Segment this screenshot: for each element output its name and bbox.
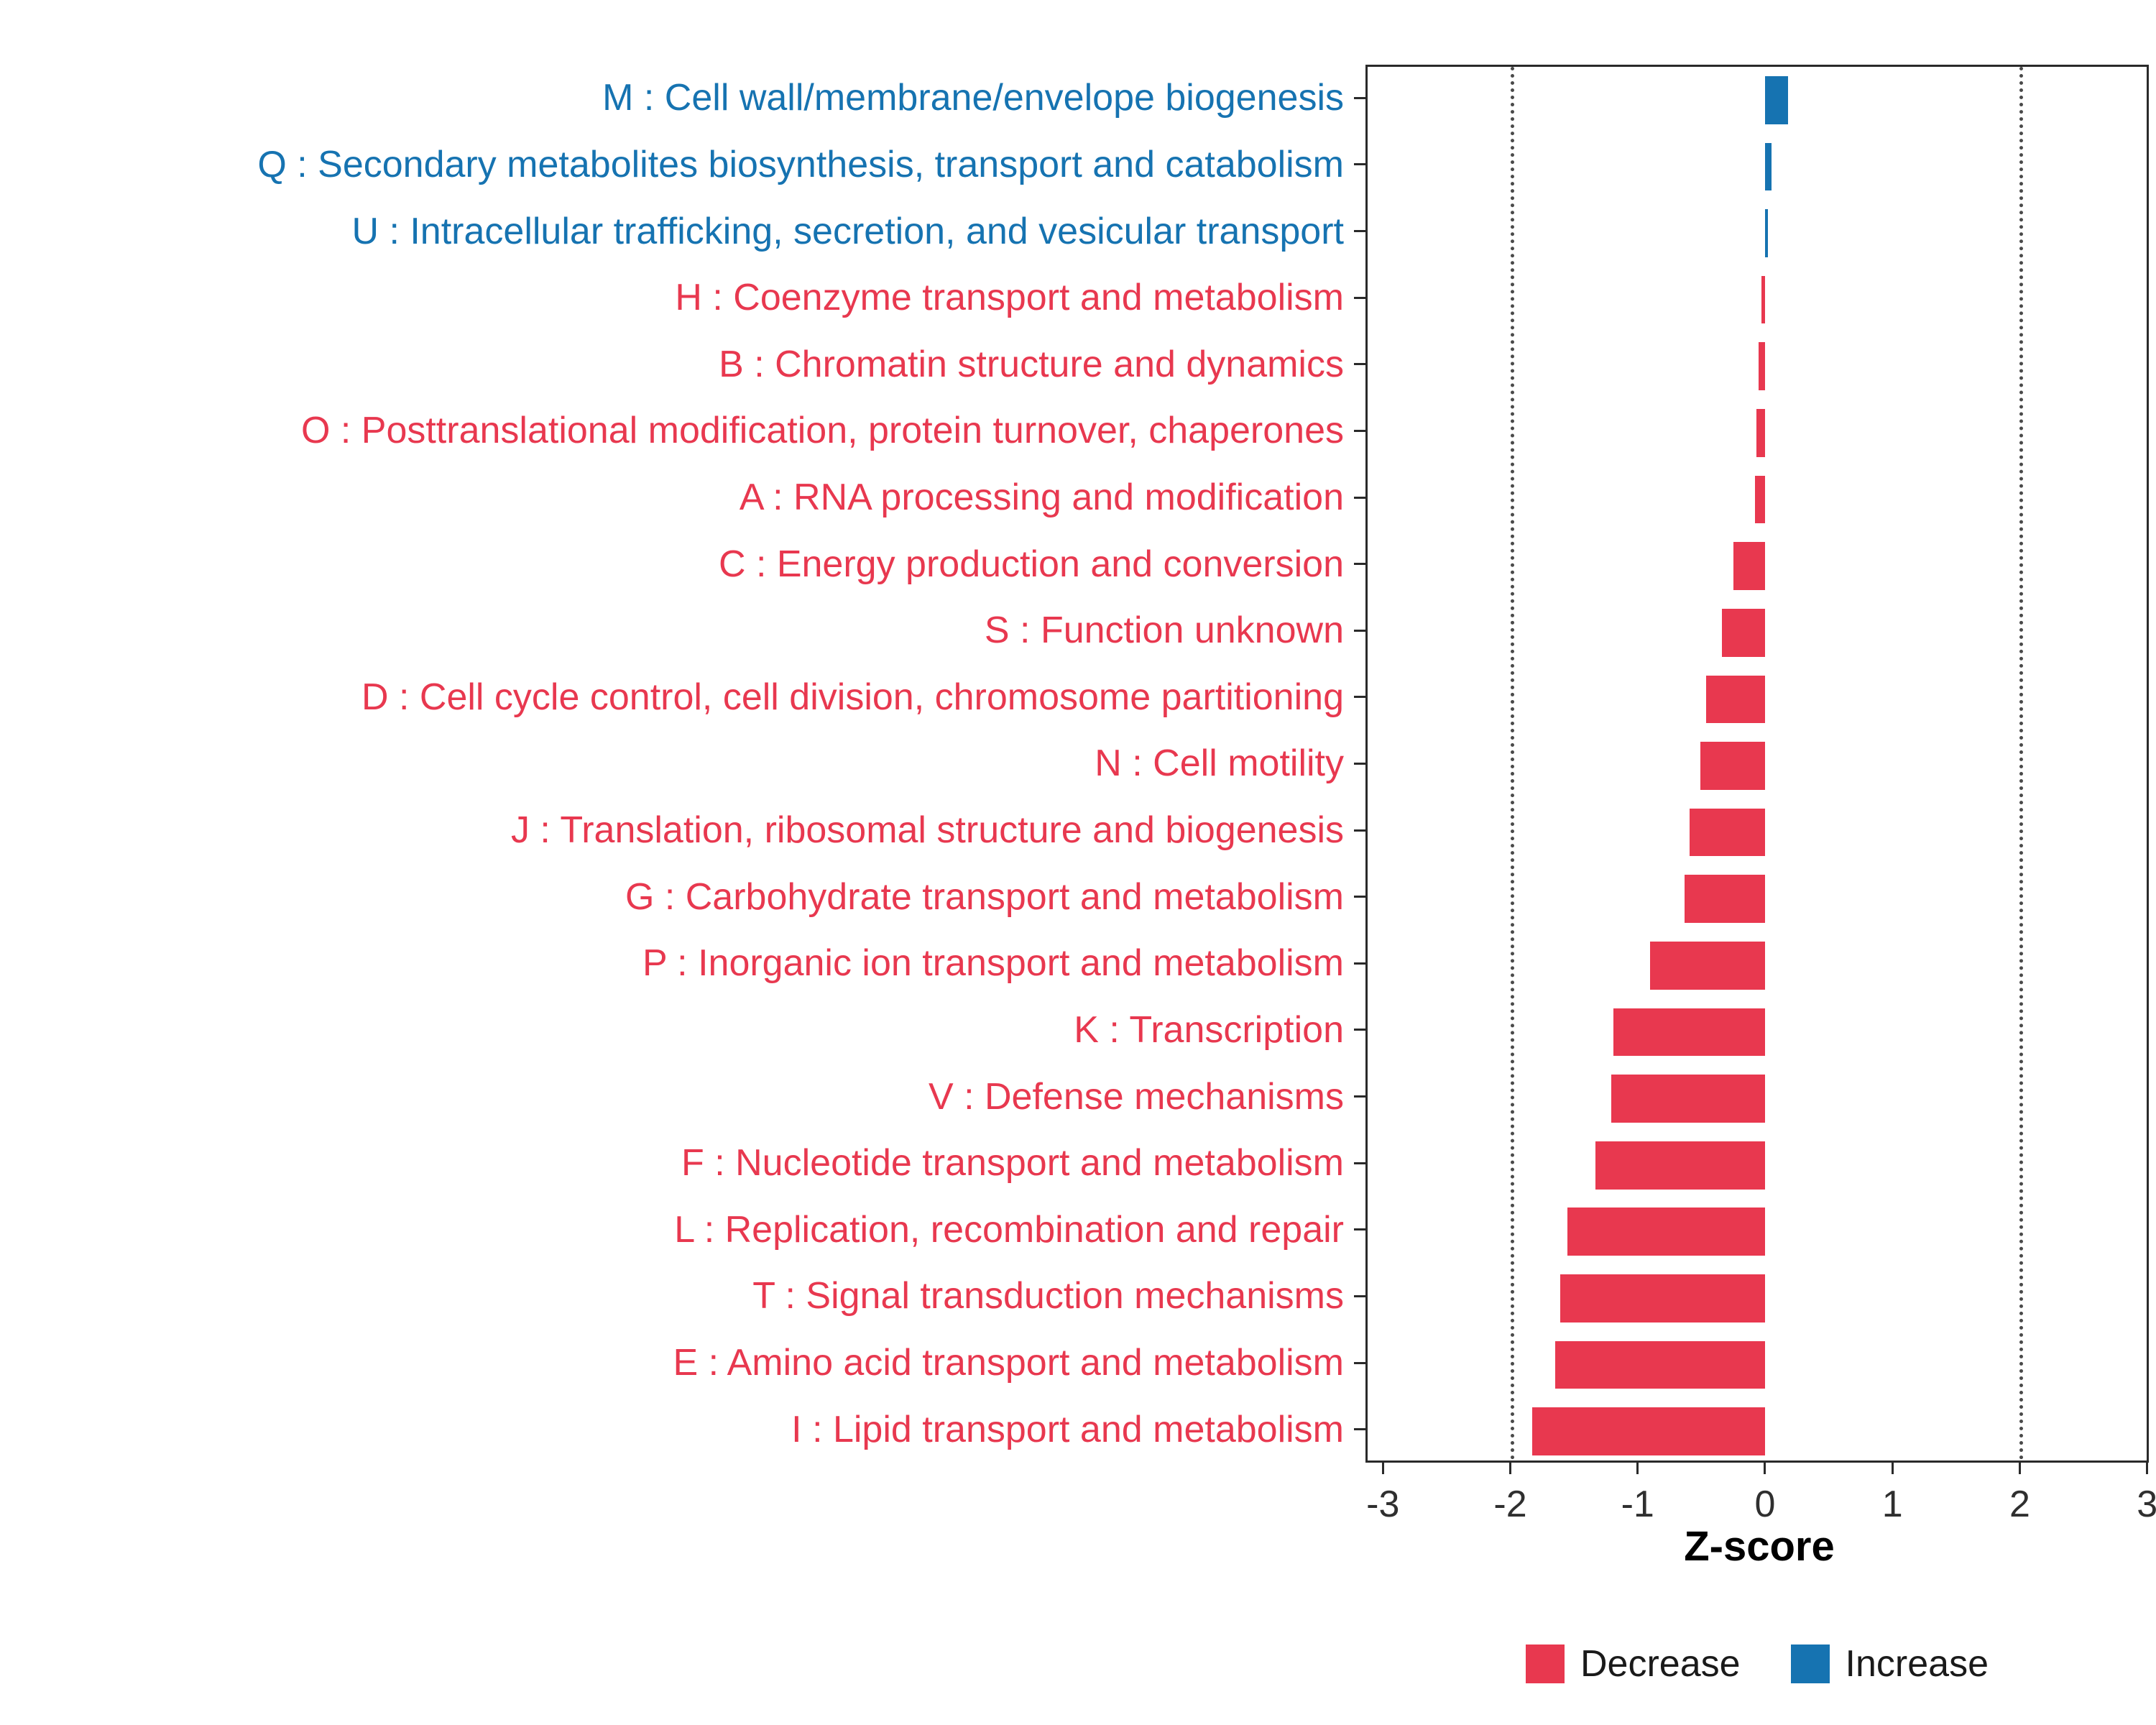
x-axis-title: Z-score <box>1684 1523 1835 1570</box>
reference-line <box>1510 67 1514 1460</box>
x-tick-label: 3 <box>2137 1484 2156 1525</box>
y-tick <box>1354 296 1365 299</box>
legend-swatch-increase <box>1790 1644 1830 1683</box>
x-tick <box>1509 1463 1511 1474</box>
category-label: A : RNA processing and modification <box>739 477 1344 518</box>
category-label: C : Energy production and conversion <box>718 543 1344 585</box>
category-label: Q : Secondary metabolites biosynthesis, … <box>257 143 1344 185</box>
x-tick-label: -2 <box>1493 1484 1527 1525</box>
reference-line <box>2019 67 2024 1460</box>
category-label: K : Transcription <box>1074 1008 1344 1051</box>
category-label: E : Amino acid transport and metabolism <box>673 1342 1344 1384</box>
category-label: G : Carbohydrate transport and metabolis… <box>625 875 1344 918</box>
plot-panel <box>1365 65 2149 1463</box>
y-tick <box>1354 629 1365 632</box>
x-tick <box>1891 1463 1894 1474</box>
category-label: J : Translation, ribosomal structure and… <box>510 809 1344 852</box>
bar <box>1611 1075 1765 1123</box>
bar <box>1764 142 1772 191</box>
y-tick <box>1354 1162 1365 1164</box>
y-tick <box>1354 1095 1365 1098</box>
x-tick <box>2018 1463 2021 1474</box>
y-tick <box>1354 763 1365 765</box>
y-tick <box>1354 496 1365 499</box>
y-tick <box>1354 563 1365 566</box>
legend-label: Increase <box>1845 1643 1989 1685</box>
x-tick <box>1764 1463 1766 1474</box>
y-tick <box>1354 696 1365 699</box>
bar <box>1754 475 1765 524</box>
x-tick-label: -1 <box>1621 1484 1654 1525</box>
bar <box>1756 409 1765 457</box>
bar <box>1595 1141 1765 1190</box>
category-label: U : Intracellular trafficking, secretion… <box>351 210 1344 252</box>
bar <box>1759 342 1765 391</box>
bar <box>1567 1208 1765 1256</box>
bar <box>1764 75 1788 124</box>
bar <box>1531 1407 1765 1456</box>
x-tick-label: 1 <box>1881 1484 1903 1525</box>
category-label: T : Signal transduction mechanisms <box>752 1275 1344 1317</box>
category-label: N : Cell motility <box>1095 742 1344 785</box>
y-tick <box>1354 96 1365 99</box>
y-tick <box>1354 1361 1365 1364</box>
y-tick <box>1354 429 1365 432</box>
legend-swatch-decrease <box>1525 1644 1565 1683</box>
bar <box>1700 742 1765 790</box>
legend: Decrease Increase <box>1365 1642 2149 1685</box>
x-tick-label: 0 <box>1754 1484 1776 1525</box>
y-tick <box>1354 230 1365 233</box>
category-label: O : Posttranslational modification, prot… <box>300 410 1344 452</box>
bar <box>1764 209 1768 257</box>
x-tick <box>2146 1463 2149 1474</box>
bar <box>1554 1340 1765 1389</box>
bar <box>1690 808 1765 857</box>
y-tick <box>1354 1294 1365 1297</box>
x-tick <box>1381 1463 1384 1474</box>
category-label: M : Cell wall/membrane/envelope biogenes… <box>602 77 1344 119</box>
category-label: H : Coenzyme transport and metabolism <box>675 277 1344 319</box>
category-label: S : Function unknown <box>984 610 1344 652</box>
category-label: I : Lipid transport and metabolism <box>791 1408 1344 1450</box>
y-tick <box>1354 163 1365 166</box>
category-label: P : Inorganic ion transport and metaboli… <box>642 942 1344 985</box>
y-tick <box>1354 1428 1365 1431</box>
y-tick <box>1354 1228 1365 1231</box>
y-tick <box>1354 829 1365 832</box>
category-label: D : Cell cycle control, cell division, c… <box>361 676 1344 718</box>
bar <box>1613 1008 1765 1057</box>
y-tick <box>1354 1029 1365 1031</box>
legend-item-increase: Increase <box>1790 1642 1989 1685</box>
y-tick <box>1354 896 1365 898</box>
bar <box>1650 942 1765 990</box>
bar <box>1706 675 1765 724</box>
y-tick <box>1354 962 1365 965</box>
bar <box>1733 542 1765 590</box>
x-tick-label: 2 <box>2009 1484 2030 1525</box>
x-tick <box>1636 1463 1639 1474</box>
legend-item-decrease: Decrease <box>1525 1642 1741 1685</box>
category-label: B : Chromatin structure and dynamics <box>719 343 1344 385</box>
category-label: L : Replication, recombination and repai… <box>674 1208 1344 1251</box>
category-label: F : Nucleotide transport and metabolism <box>681 1142 1344 1184</box>
bar <box>1560 1274 1765 1322</box>
category-label: V : Defense mechanisms <box>928 1075 1344 1118</box>
bar <box>1685 875 1765 924</box>
legend-label: Decrease <box>1580 1643 1741 1685</box>
bar <box>1761 275 1765 324</box>
x-tick-label: -3 <box>1366 1484 1400 1525</box>
y-tick <box>1354 363 1365 366</box>
bar <box>1721 608 1765 657</box>
